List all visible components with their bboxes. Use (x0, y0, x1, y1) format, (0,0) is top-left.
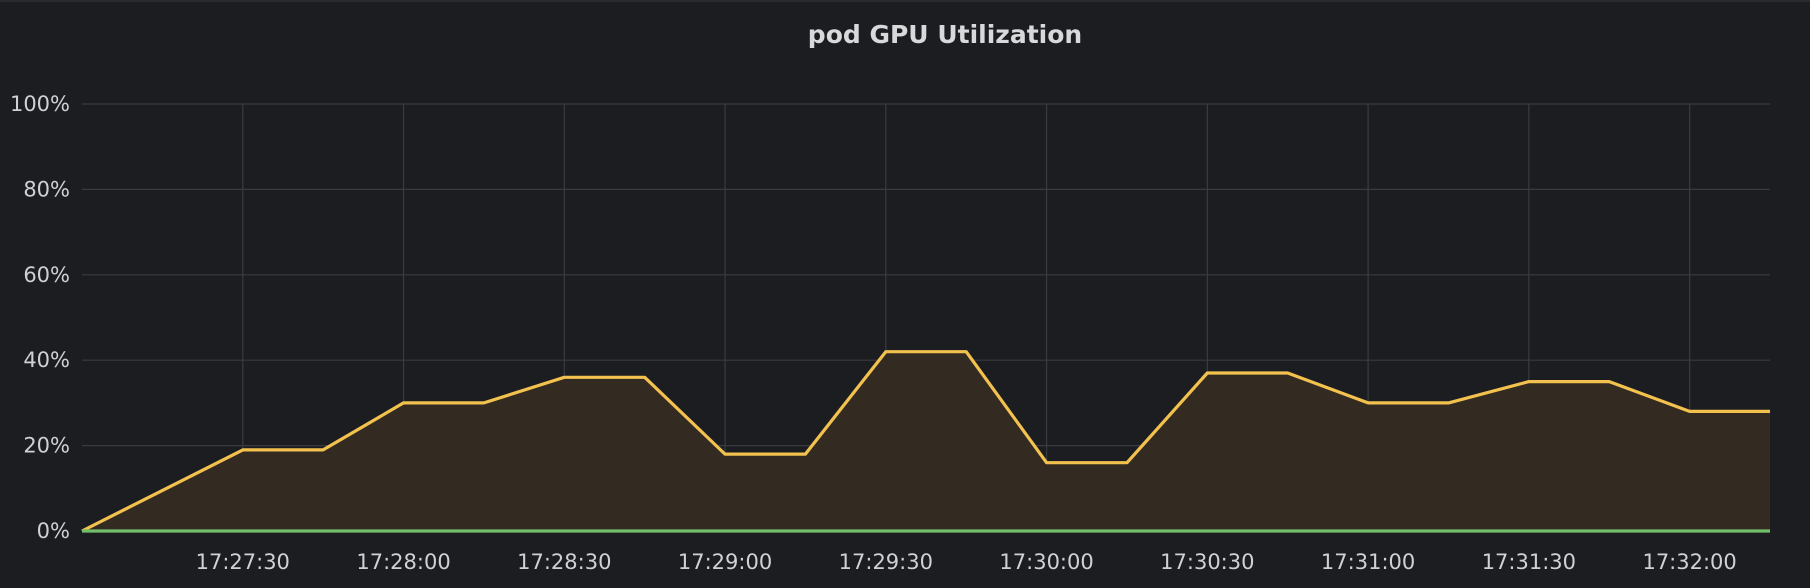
series-line-1[interactable] (81, 350, 1770, 533)
x-tick-label: 17:29:00 (678, 550, 772, 574)
series-lines (81, 350, 1770, 533)
y-tick-label: 80% (23, 177, 70, 201)
y-axis-labels: 0% 20% 40% 60% 80% 100% (10, 92, 70, 543)
y-tick-label: 40% (23, 348, 70, 372)
x-tick-label: 17:30:00 (999, 550, 1093, 574)
y-tick-label: 100% (10, 92, 70, 116)
x-tick-label: 17:31:30 (1482, 550, 1576, 574)
y-tick-label: 20% (23, 434, 70, 458)
x-tick-label: 17:28:30 (517, 550, 611, 574)
x-tick-label: 17:28:00 (356, 550, 450, 574)
x-tick-label: 17:32:00 (1642, 550, 1736, 574)
y-tick-label: 0% (37, 519, 70, 543)
x-tick-label: 17:30:30 (1160, 550, 1254, 574)
y-tick-label: 60% (23, 263, 70, 287)
panel-title: pod GPU Utilization (807, 20, 1083, 49)
x-tick-label: 17:31:00 (1321, 550, 1415, 574)
x-tick-label: 17:29:30 (839, 550, 933, 574)
x-tick-label: 17:27:30 (196, 550, 290, 574)
x-axis-labels: 17:27:30 17:28:00 17:28:30 17:29:00 17:29:30… (196, 550, 1737, 574)
